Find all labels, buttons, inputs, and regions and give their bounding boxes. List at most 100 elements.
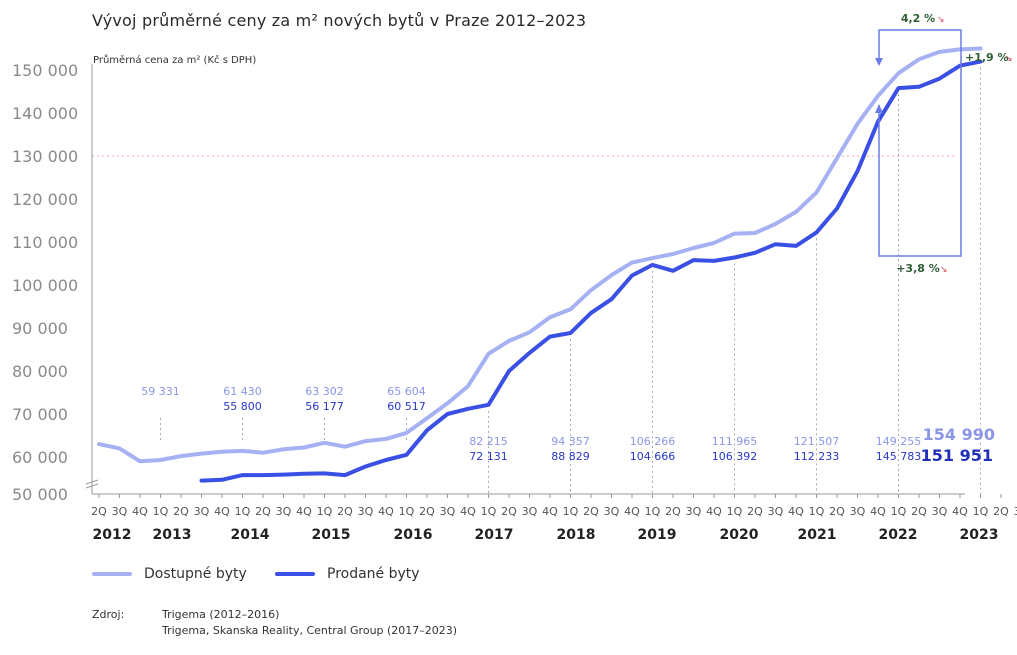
x-tick-label: 2Q [665, 505, 681, 518]
x-tick-label: 4Q [952, 505, 968, 518]
x-tick-label: 2Q [255, 505, 271, 518]
x-tick-label: 1Q [973, 505, 989, 518]
source-line-1: Trigema (2012–2016) [162, 608, 280, 621]
y-tick-label: 110 000 [12, 233, 78, 252]
x-tick-label: 3Q [522, 505, 538, 518]
x-tick-label: 1Q [153, 505, 169, 518]
x-tick-label: 2Q [173, 505, 189, 518]
legend-label-dostupne: Dostupné byty [144, 566, 247, 582]
data-label-dostupne: 149 255 [876, 435, 922, 448]
year-label: 2022 [879, 527, 918, 543]
year-label: 2018 [557, 527, 596, 543]
x-tick-label: 4Q [378, 505, 394, 518]
y-tick-label: 140 000 [12, 104, 78, 123]
x-tick-label: 4Q [460, 505, 476, 518]
data-label-dostupne: 65 604 [387, 385, 426, 398]
arrow-up-icon [875, 104, 883, 113]
x-tick-label: 2Q [501, 505, 517, 518]
data-label-dostupne: 82 215 [469, 435, 508, 448]
y-tick-label: 70 000 [12, 405, 68, 424]
x-tick-label: 1Q [891, 505, 907, 518]
year-label: 2014 [231, 527, 270, 543]
x-tick-label: 3Q [932, 505, 948, 518]
year-label: 2017 [475, 527, 514, 543]
y-tick-label: 80 000 [12, 362, 68, 381]
x-tick-label: 2Q [419, 505, 435, 518]
data-label-prodane: 106 392 [712, 450, 758, 463]
x-tick-label: 3Q [358, 505, 374, 518]
x-tick-label: 3Q [850, 505, 866, 518]
x-tick-label: 1Q [235, 505, 251, 518]
data-label-dostupne: 111 965 [712, 435, 758, 448]
data-label-dostupne: 94 357 [551, 435, 590, 448]
arrow-down-right-icon: ↘ [937, 15, 945, 25]
axis-break [85, 479, 99, 489]
source-line-2: Trigema, Skanska Reality, Central Group … [162, 624, 458, 637]
x-tick-label: 2Q [747, 505, 763, 518]
x-tick-label: 1Q [399, 505, 415, 518]
x-tick-label: 4Q [214, 505, 230, 518]
x-tick-label: 1Q [809, 505, 825, 518]
data-label-dostupne: 63 302 [305, 385, 344, 398]
x-tick-label: 1Q [563, 505, 579, 518]
annotation-final-change: +1,9 % [965, 51, 1009, 64]
series-line-prodane [199, 59, 983, 483]
y-tick-label: 120 000 [12, 190, 78, 209]
x-tick-label: 4Q [296, 505, 312, 518]
x-tick-label: 1Q [317, 505, 333, 518]
x-tick-label: 3Q [686, 505, 702, 518]
y-tick-label: 90 000 [12, 319, 68, 338]
x-tick-label: 1Q [645, 505, 661, 518]
data-label-prodane: 55 800 [223, 400, 262, 413]
legend-label-prodane: Prodané byty [327, 566, 420, 582]
y-tick-label: 130 000 [12, 147, 78, 166]
source-label: Zdroj: [92, 608, 125, 621]
data-label-prodane: 112 233 [794, 450, 840, 463]
year-label: 2019 [638, 527, 677, 543]
x-tick-label: 2Q [583, 505, 599, 518]
x-tick-label: 4Q [542, 505, 558, 518]
data-label-dostupne: 61 430 [223, 385, 262, 398]
legend-item-prodane: Prodané byty [275, 566, 420, 582]
final-label-prodane: 151 951 [921, 446, 993, 465]
legend-swatch-dostupne [92, 572, 132, 576]
x-tick-label: 3Q [276, 505, 292, 518]
year-label: 2013 [153, 527, 192, 543]
year-label: 2016 [394, 527, 433, 543]
data-label-prodane: 56 177 [305, 400, 344, 413]
legend-swatch-prodane [275, 572, 315, 576]
arrow-down-right-icon: ↘ [1005, 54, 1013, 64]
year-label: 2020 [720, 527, 759, 543]
x-tick-label: 3Q [604, 505, 620, 518]
annotation-bracket [878, 29, 962, 257]
x-tick-label: 3Q [440, 505, 456, 518]
legend-item-dostupne: Dostupné byty [92, 566, 247, 582]
chart-title: Vývoj průměrné ceny za m² nových bytů v … [92, 11, 587, 30]
series-line-dostupne [97, 46, 983, 464]
y-tick-label: 60 000 [12, 448, 68, 467]
x-tick-label: 3Q [194, 505, 210, 518]
x-tick-label: 2Q [911, 505, 927, 518]
x-tick-label: 1Q [481, 505, 497, 518]
data-label-prodane: 145 783 [876, 450, 922, 463]
data-label-dostupne: 121 507 [794, 435, 840, 448]
annotation-prodane-change: +3,8 % [896, 262, 940, 275]
data-label-dostupne: 106 266 [630, 435, 676, 448]
x-tick-label: 3Q [768, 505, 784, 518]
x-tick-label: 2Q [829, 505, 845, 518]
y-axis-label: Průměrná cena za m² (Kč s DPH) [93, 55, 257, 66]
x-tick-label: 3Q [112, 505, 128, 518]
data-label-prodane: 60 517 [387, 400, 426, 413]
x-tick-label: 1Q [727, 505, 743, 518]
year-label: 2021 [798, 527, 837, 543]
arrow-down-icon [875, 58, 883, 66]
year-label: 2023 [960, 527, 999, 543]
x-tick-label: 2Q [993, 505, 1009, 518]
data-label-prodane: 104 666 [630, 450, 676, 463]
data-label-dostupne: 59 331 [141, 385, 180, 398]
x-tick-label: 3Q [1014, 505, 1017, 518]
data-label-prodane: 88 829 [551, 450, 590, 463]
x-tick-label: 4Q [624, 505, 640, 518]
final-label-dostupne: 154 990 [923, 425, 995, 444]
